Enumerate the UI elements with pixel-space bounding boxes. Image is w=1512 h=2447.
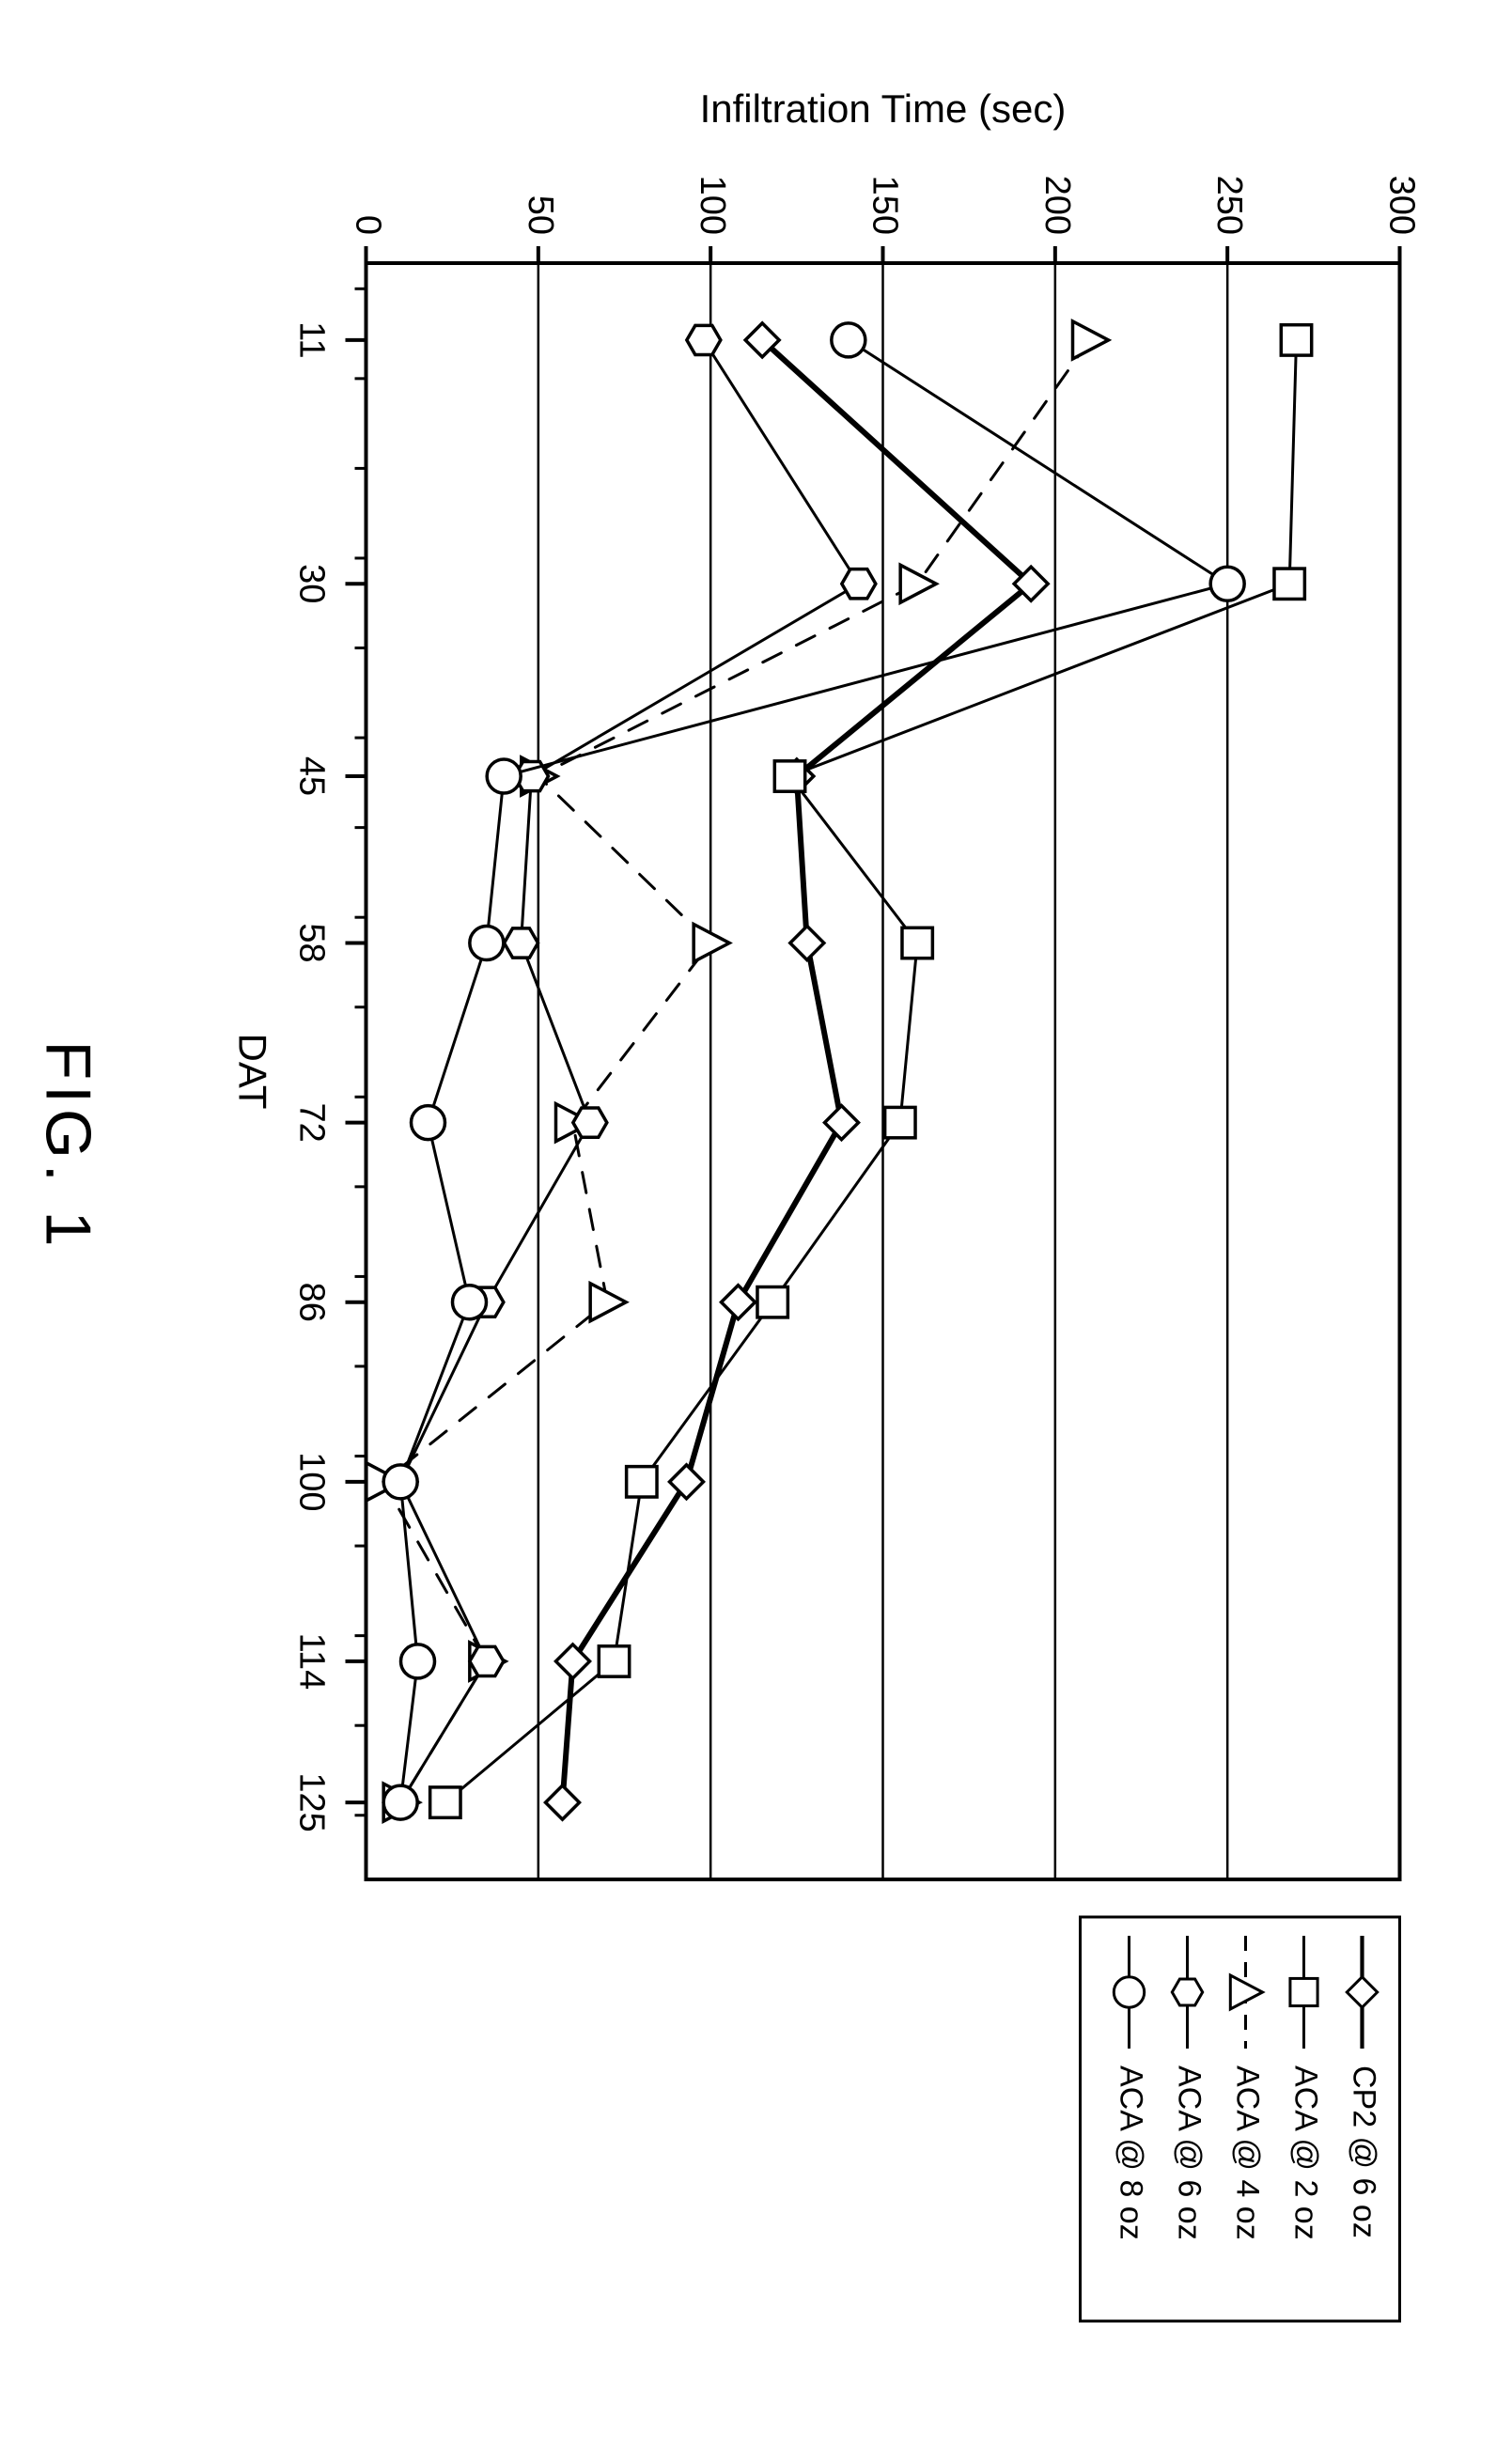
svg-text:50: 50 (520, 195, 559, 235)
svg-text:300: 300 (1381, 176, 1421, 235)
svg-text:ACA @ 6 oz: ACA @ 6 oz (1171, 2065, 1207, 2240)
svg-text:58: 58 (291, 923, 331, 962)
page-container: 0 50 100 150 200 250 300 Infiltration Time (sec… (0, 0, 1512, 2447)
svg-text:250: 250 (1209, 176, 1249, 235)
svg-text:150: 150 (865, 176, 904, 235)
svg-text:DAT: DAT (230, 1034, 274, 1110)
svg-text:ACA @ 8 oz: ACA @ 8 oz (1113, 2065, 1148, 2240)
svg-text:125: 125 (291, 1772, 331, 1831)
svg-text:30: 30 (291, 564, 331, 603)
legend: CP2 @ 6 oz ACA @ 2 oz ACA @ 4 oz ACA @ 6 oz… (1080, 1917, 1399, 2321)
svg-text:ACA @ 2 oz: ACA @ 2 oz (1287, 2065, 1323, 2240)
svg-text:11: 11 (291, 321, 331, 358)
svg-text:100: 100 (291, 1452, 331, 1511)
svg-text:200: 200 (1037, 176, 1076, 235)
rotated-chart-wrapper: 0 50 100 150 200 250 300 Infiltration Time (sec… (0, 0, 1512, 2447)
svg-text:114: 114 (291, 1633, 331, 1691)
svg-text:72: 72 (291, 1102, 331, 1142)
svg-text:0: 0 (348, 215, 387, 235)
svg-text:Infiltration Time (sec): Infiltration Time (sec) (699, 86, 1066, 131)
svg-text:ACA @ 4 oz: ACA @ 4 oz (1229, 2065, 1265, 2240)
svg-text:86: 86 (291, 1283, 331, 1322)
svg-text:CP2 @ 6 oz: CP2 @ 6 oz (1346, 2065, 1381, 2238)
svg-text:100: 100 (693, 176, 732, 235)
svg-text:FIG. 1: FIG. 1 (32, 1041, 103, 1253)
svg-text:45: 45 (291, 756, 331, 796)
chart: 0 50 100 150 200 250 300 Infiltration Time (sec… (0, 0, 1512, 2447)
